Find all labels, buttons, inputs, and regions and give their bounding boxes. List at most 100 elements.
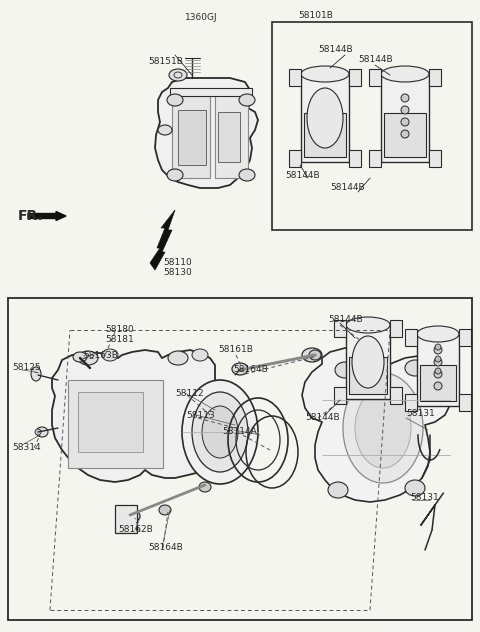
- Ellipse shape: [158, 125, 172, 135]
- Ellipse shape: [192, 349, 208, 361]
- Ellipse shape: [364, 362, 372, 370]
- Ellipse shape: [401, 130, 409, 138]
- Ellipse shape: [321, 118, 329, 126]
- Text: 58144B: 58144B: [318, 46, 353, 54]
- Polygon shape: [369, 69, 381, 86]
- Bar: [115, 505, 137, 533]
- Text: 58314: 58314: [12, 444, 41, 453]
- Polygon shape: [150, 210, 175, 270]
- Polygon shape: [349, 357, 387, 394]
- Text: 58162B: 58162B: [118, 525, 153, 535]
- Ellipse shape: [182, 380, 258, 484]
- Ellipse shape: [343, 373, 423, 483]
- Polygon shape: [349, 69, 361, 86]
- Ellipse shape: [434, 382, 442, 390]
- Ellipse shape: [321, 106, 329, 114]
- Ellipse shape: [168, 351, 188, 365]
- Polygon shape: [369, 150, 381, 167]
- Bar: [8, 298, 472, 620]
- Ellipse shape: [401, 94, 409, 102]
- Polygon shape: [405, 329, 417, 346]
- Text: 58101B: 58101B: [298, 11, 333, 20]
- Text: 58112: 58112: [175, 389, 204, 398]
- Ellipse shape: [405, 360, 425, 376]
- Ellipse shape: [159, 505, 171, 515]
- Text: 58125: 58125: [12, 363, 41, 372]
- Polygon shape: [390, 387, 402, 404]
- Ellipse shape: [321, 94, 329, 102]
- Bar: [272, 22, 472, 230]
- Polygon shape: [346, 325, 390, 399]
- Polygon shape: [289, 150, 301, 167]
- Ellipse shape: [364, 338, 372, 346]
- Bar: [178, 110, 206, 165]
- Text: 58144B: 58144B: [330, 183, 365, 193]
- Text: 58161B: 58161B: [218, 346, 253, 355]
- Text: 58131: 58131: [410, 494, 439, 502]
- Text: 58144B: 58144B: [285, 171, 320, 179]
- Text: 58113: 58113: [186, 411, 215, 420]
- Ellipse shape: [335, 362, 355, 378]
- Bar: [68, 380, 163, 468]
- Polygon shape: [417, 334, 459, 406]
- Text: 58163B: 58163B: [83, 351, 118, 360]
- Ellipse shape: [417, 326, 459, 342]
- Text: FR.: FR.: [18, 209, 44, 223]
- Text: 58151B: 58151B: [148, 58, 183, 66]
- Polygon shape: [459, 394, 471, 411]
- Polygon shape: [384, 113, 426, 157]
- Polygon shape: [381, 74, 429, 162]
- Polygon shape: [390, 320, 402, 337]
- Polygon shape: [302, 348, 452, 502]
- Polygon shape: [301, 74, 349, 162]
- Text: 58110
58130: 58110 58130: [163, 258, 192, 277]
- Ellipse shape: [435, 368, 441, 374]
- Ellipse shape: [381, 66, 429, 82]
- Ellipse shape: [328, 482, 348, 498]
- Text: 58164B: 58164B: [148, 544, 183, 552]
- Ellipse shape: [232, 363, 248, 375]
- Ellipse shape: [321, 130, 329, 138]
- Ellipse shape: [36, 427, 48, 437]
- Ellipse shape: [346, 317, 390, 333]
- Ellipse shape: [167, 94, 183, 106]
- Ellipse shape: [435, 344, 441, 350]
- Polygon shape: [215, 95, 248, 178]
- Ellipse shape: [35, 429, 41, 435]
- Polygon shape: [172, 95, 210, 178]
- Ellipse shape: [239, 169, 255, 181]
- Ellipse shape: [355, 388, 411, 468]
- Ellipse shape: [364, 350, 372, 358]
- Text: 58180
58181: 58180 58181: [105, 325, 134, 344]
- Ellipse shape: [434, 346, 442, 354]
- Ellipse shape: [124, 510, 140, 522]
- FancyArrow shape: [28, 212, 66, 221]
- Ellipse shape: [302, 348, 322, 362]
- Text: 58131: 58131: [406, 408, 435, 418]
- Polygon shape: [349, 150, 361, 167]
- Polygon shape: [429, 150, 441, 167]
- Ellipse shape: [202, 406, 238, 458]
- Ellipse shape: [307, 88, 343, 148]
- Ellipse shape: [364, 374, 372, 382]
- Text: 58164B: 58164B: [233, 365, 268, 375]
- Text: 58114A: 58114A: [222, 427, 257, 437]
- Ellipse shape: [435, 356, 441, 362]
- Polygon shape: [155, 78, 258, 188]
- Ellipse shape: [352, 336, 384, 388]
- Ellipse shape: [31, 367, 41, 381]
- Text: 58144B: 58144B: [358, 56, 393, 64]
- Polygon shape: [334, 320, 346, 337]
- Ellipse shape: [192, 392, 248, 472]
- Polygon shape: [420, 365, 456, 401]
- Ellipse shape: [401, 118, 409, 126]
- Ellipse shape: [73, 352, 87, 362]
- Polygon shape: [334, 387, 346, 404]
- Polygon shape: [459, 329, 471, 346]
- Ellipse shape: [169, 69, 187, 81]
- Ellipse shape: [301, 66, 349, 82]
- Ellipse shape: [239, 94, 255, 106]
- Polygon shape: [429, 69, 441, 86]
- Polygon shape: [304, 113, 346, 157]
- Bar: [218, 112, 240, 162]
